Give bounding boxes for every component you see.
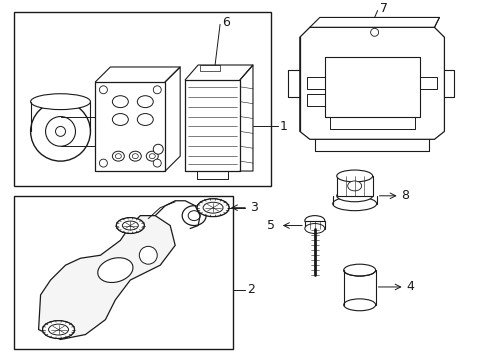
Ellipse shape xyxy=(197,199,229,216)
Ellipse shape xyxy=(139,246,157,264)
Ellipse shape xyxy=(203,202,223,213)
Ellipse shape xyxy=(153,144,163,154)
Ellipse shape xyxy=(112,113,128,125)
Ellipse shape xyxy=(129,151,141,161)
Ellipse shape xyxy=(43,321,74,338)
Text: 5: 5 xyxy=(267,219,275,232)
Ellipse shape xyxy=(343,264,376,276)
Ellipse shape xyxy=(112,96,128,108)
Ellipse shape xyxy=(43,321,74,338)
Bar xyxy=(14,13,271,186)
Ellipse shape xyxy=(337,190,372,202)
Bar xyxy=(305,221,325,229)
Ellipse shape xyxy=(137,96,153,108)
Ellipse shape xyxy=(343,299,376,311)
Ellipse shape xyxy=(153,159,161,167)
Text: 3: 3 xyxy=(250,201,258,214)
Ellipse shape xyxy=(149,154,155,159)
Ellipse shape xyxy=(115,154,122,159)
Ellipse shape xyxy=(122,221,138,230)
Ellipse shape xyxy=(153,86,161,94)
Text: 8: 8 xyxy=(401,189,410,202)
Ellipse shape xyxy=(116,218,144,233)
Ellipse shape xyxy=(112,151,124,161)
Text: 6: 6 xyxy=(222,16,230,29)
Ellipse shape xyxy=(55,126,66,136)
Ellipse shape xyxy=(348,181,362,191)
Text: 1: 1 xyxy=(280,120,288,133)
Ellipse shape xyxy=(116,217,144,233)
Ellipse shape xyxy=(206,204,220,212)
Ellipse shape xyxy=(370,28,379,36)
Ellipse shape xyxy=(188,211,200,221)
Bar xyxy=(307,77,325,89)
Ellipse shape xyxy=(51,326,66,333)
Text: 2: 2 xyxy=(247,283,255,296)
Bar xyxy=(419,77,438,89)
Polygon shape xyxy=(39,216,175,339)
Bar xyxy=(14,196,233,350)
Ellipse shape xyxy=(98,258,133,283)
Ellipse shape xyxy=(337,170,372,182)
Text: 7: 7 xyxy=(380,2,388,15)
Bar xyxy=(200,65,220,71)
Text: 4: 4 xyxy=(407,280,415,293)
Ellipse shape xyxy=(182,206,206,225)
Ellipse shape xyxy=(305,216,325,225)
Ellipse shape xyxy=(333,197,377,211)
Ellipse shape xyxy=(147,151,158,161)
Ellipse shape xyxy=(99,159,107,167)
Ellipse shape xyxy=(30,102,91,161)
Ellipse shape xyxy=(49,324,69,335)
Ellipse shape xyxy=(132,154,138,159)
Ellipse shape xyxy=(197,199,229,217)
Bar xyxy=(307,94,325,105)
Ellipse shape xyxy=(305,224,325,233)
Ellipse shape xyxy=(46,117,75,146)
Ellipse shape xyxy=(30,94,91,109)
Bar xyxy=(337,176,372,196)
Ellipse shape xyxy=(99,86,107,94)
Ellipse shape xyxy=(124,222,136,229)
Ellipse shape xyxy=(137,113,153,125)
